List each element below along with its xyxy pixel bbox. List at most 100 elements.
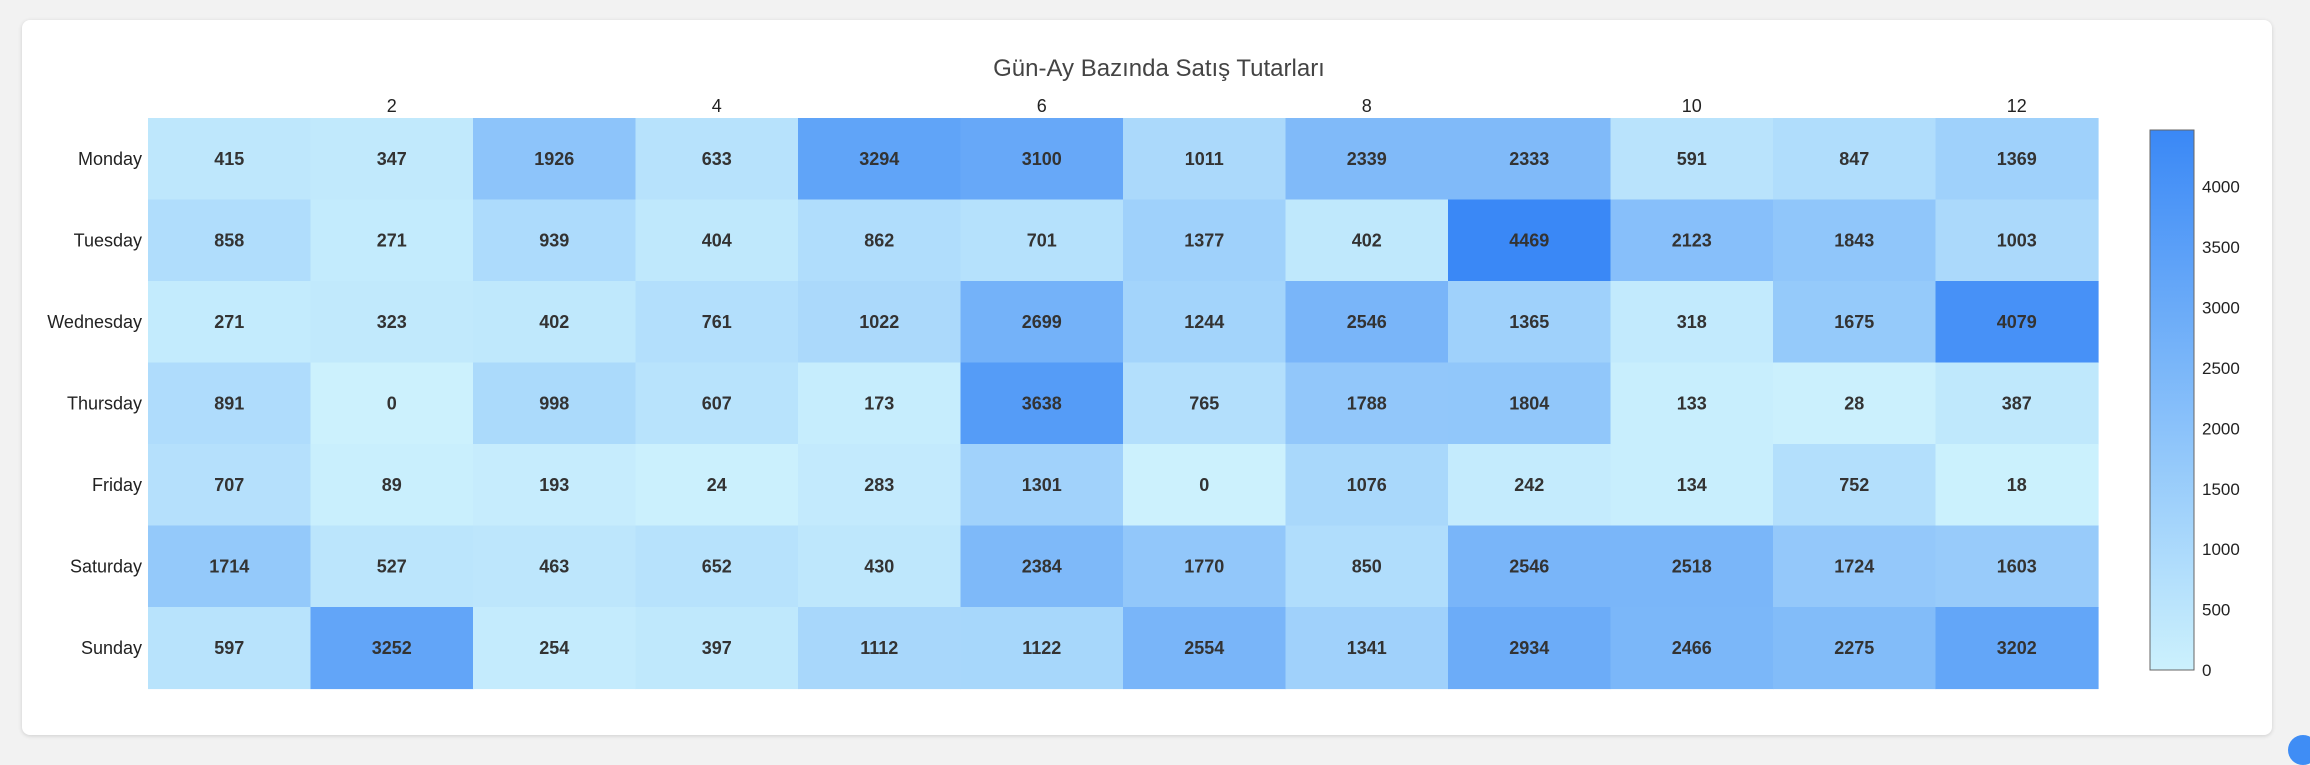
heatmap-cell — [635, 362, 799, 445]
cell-value-label: 1301 — [1022, 475, 1062, 495]
cell-value-label: 761 — [702, 312, 732, 332]
cell-value-label: 1341 — [1347, 638, 1387, 658]
x-axis-ticks: 2 4 6 8 10 12 — [387, 96, 2027, 116]
heatmap-cell — [1773, 607, 1937, 690]
cell-value-label: 402 — [539, 312, 569, 332]
heatmap-cell — [1610, 199, 1774, 282]
heatmap-cell — [1123, 607, 1287, 690]
cell-value-label: 347 — [377, 149, 407, 169]
cell-value-label: 242 — [1514, 475, 1544, 495]
heatmap-cell — [1285, 607, 1449, 690]
cell-value-label: 463 — [539, 556, 569, 576]
cell-value-label: 2546 — [1347, 312, 1387, 332]
cell-value-label: 1003 — [1997, 230, 2037, 250]
x-tick-label: 4 — [712, 96, 722, 116]
cell-value-label: 1675 — [1834, 312, 1874, 332]
heatmap-cell — [148, 607, 312, 690]
cell-value-label: 2518 — [1672, 556, 1712, 576]
cell-value-label: 18 — [2007, 475, 2027, 495]
cell-value-label: 0 — [1199, 475, 1209, 495]
heatmap-cell — [1610, 444, 1774, 527]
cell-value-label: 2934 — [1509, 638, 1549, 658]
cell-value-label: 527 — [377, 556, 407, 576]
cell-value-label: 173 — [864, 393, 894, 413]
heatmap-cell — [1773, 444, 1937, 527]
cell-value-label: 271 — [377, 230, 407, 250]
heatmap-cell — [798, 281, 962, 364]
cell-value-label: 2333 — [1509, 149, 1549, 169]
cell-value-label: 3252 — [372, 638, 412, 658]
heatmap-cell — [960, 199, 1124, 282]
cell-value-label: 1804 — [1509, 393, 1549, 413]
cell-value-label: 89 — [382, 475, 402, 495]
cell-value-label: 3100 — [1022, 149, 1062, 169]
cell-value-label: 3638 — [1022, 393, 1062, 413]
heatmap-cell — [310, 281, 474, 364]
heatmap-cell — [148, 525, 312, 608]
cell-value-label: 134 — [1677, 475, 1707, 495]
heatmap-cell — [473, 281, 637, 364]
cell-value-label: 2554 — [1184, 638, 1224, 658]
colorbar-tick-label: 1500 — [2202, 480, 2240, 499]
heatmap-cell — [1935, 199, 2099, 282]
cell-value-label: 607 — [702, 393, 732, 413]
heatmap-cell — [1448, 607, 1612, 690]
cell-value-label: 1603 — [1997, 556, 2037, 576]
cell-value-label: 2466 — [1672, 638, 1712, 658]
heatmap-cell — [1123, 525, 1287, 608]
heatmap-cell — [1285, 199, 1449, 282]
heatmap-cell — [798, 118, 962, 201]
heatmap-cell — [1610, 525, 1774, 608]
cell-value-label: 2123 — [1672, 230, 1712, 250]
floating-action-button[interactable] — [2288, 735, 2310, 765]
cell-value-label: 591 — [1677, 149, 1707, 169]
cell-value-label: 850 — [1352, 556, 1382, 576]
colorbar-tick-label: 4000 — [2202, 178, 2240, 197]
cell-value-label: 1377 — [1184, 230, 1224, 250]
cell-value-label: 2699 — [1022, 312, 1062, 332]
heatmap-cell — [473, 607, 637, 690]
cell-value-label: 652 — [702, 556, 732, 576]
heatmap-cell — [1610, 118, 1774, 201]
heatmap-cell — [473, 118, 637, 201]
y-tick-label: Monday — [78, 149, 142, 169]
heatmap-cell — [1773, 281, 1937, 364]
cell-value-label: 765 — [1189, 393, 1219, 413]
y-tick-label: Wednesday — [47, 312, 142, 332]
y-tick-label: Sunday — [81, 638, 142, 658]
heatmap-cell — [798, 199, 962, 282]
cell-value-label: 998 — [539, 393, 569, 413]
heatmap-cell — [960, 281, 1124, 364]
chart-title: Gün-Ay Bazında Satış Tutarları — [993, 55, 1325, 82]
cell-value-label: 387 — [2002, 393, 2032, 413]
heatmap-cell — [1285, 525, 1449, 608]
cell-value-label: 4079 — [1997, 312, 2037, 332]
heatmap-cell — [148, 199, 312, 282]
cell-value-label: 2546 — [1509, 556, 1549, 576]
cell-value-label: 283 — [864, 475, 894, 495]
heatmap-cell — [1123, 444, 1287, 527]
heatmap-cell — [635, 444, 799, 527]
heatmap-cell — [798, 607, 962, 690]
colorbar-tick-label: 3000 — [2202, 299, 2240, 318]
cell-value-label: 1369 — [1997, 149, 2037, 169]
cell-value-label: 1724 — [1834, 556, 1874, 576]
y-tick-label: Friday — [92, 475, 142, 495]
cell-value-label: 701 — [1027, 230, 1057, 250]
heatmap-cell — [1123, 281, 1287, 364]
heatmap-cell — [310, 362, 474, 445]
cell-value-label: 397 — [702, 638, 732, 658]
colorbar: 0 500 1000 1500 2000 2500 3000 3500 4000 — [2149, 129, 2240, 680]
colorbar-tick-label: 2000 — [2202, 419, 2240, 438]
heatmap-cell — [1610, 362, 1774, 445]
cell-value-label: 133 — [1677, 393, 1707, 413]
cell-value-label: 1365 — [1509, 312, 1549, 332]
cell-value-label: 1022 — [859, 312, 899, 332]
heatmap-cell — [1773, 362, 1937, 445]
colorbar-scale — [2149, 129, 2195, 671]
heatmap-cell — [473, 444, 637, 527]
heatmap-cell — [148, 281, 312, 364]
heatmap-cell — [1448, 199, 1612, 282]
cell-value-label: 939 — [539, 230, 569, 250]
cell-value-label: 271 — [214, 312, 244, 332]
